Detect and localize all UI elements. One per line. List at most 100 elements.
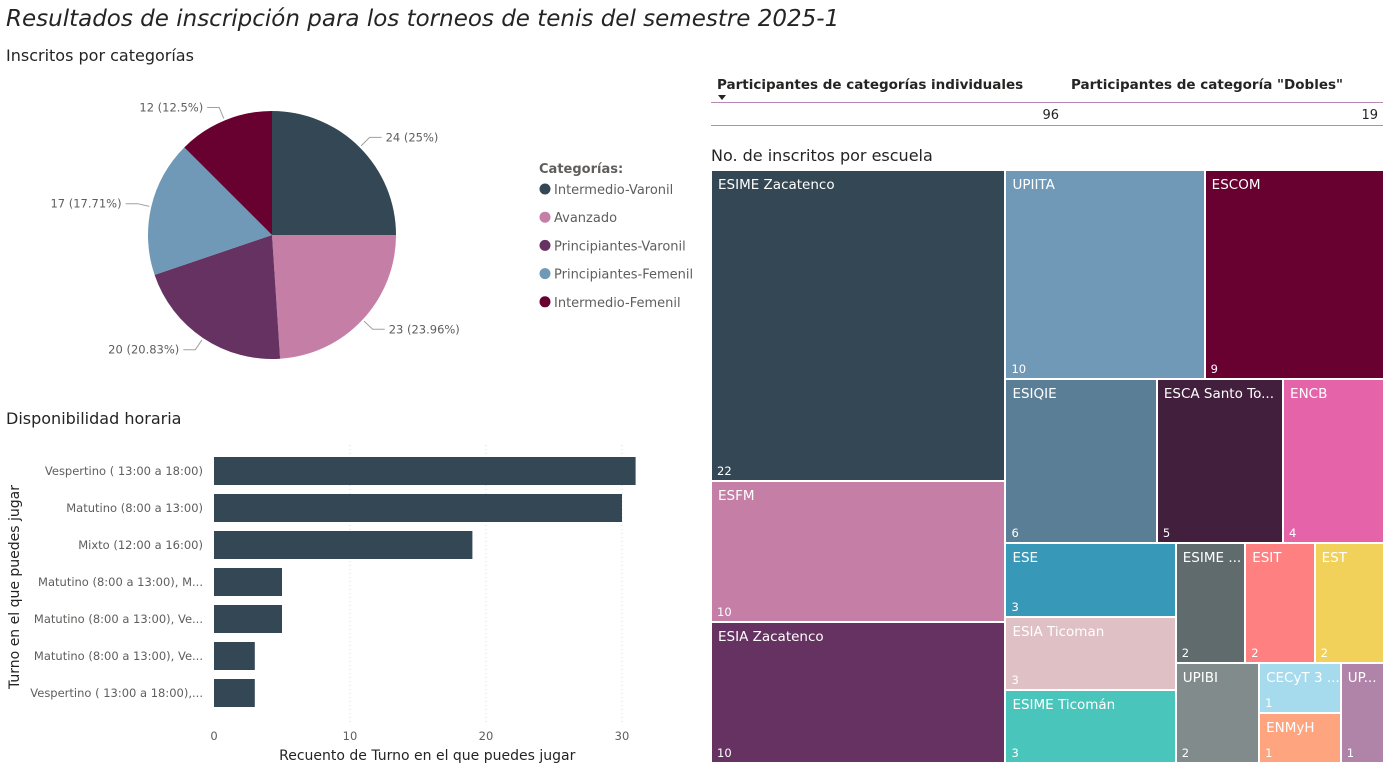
- bar-5[interactable]: [214, 605, 282, 633]
- pie-chart: 24 (25%) 23 (23.96%) 20 (20.83%) 17 (17.71%…: [50, 101, 693, 359]
- treemap-cell-value: 5: [1162, 526, 1171, 541]
- bar-category-label: Matutino (8:00 a 13:00): [66, 501, 203, 515]
- bar-x-axis-label: Recuento de Turno en el que puedes jugar: [279, 748, 575, 764]
- treemap-cell-value: 3: [1011, 672, 1019, 687]
- bar-chart: Vespertino ( 13:00 a 18:00) Matutino (8:0…: [7, 445, 636, 764]
- pie-slice-2[interactable]: [272, 235, 396, 359]
- treemap-cell[interactable]: ENCB 4: [1283, 378, 1384, 544]
- treemap-cell-value: 4: [1289, 526, 1297, 541]
- bar-category-label: Matutino (8:00 a 13:00), Ve...: [34, 649, 203, 663]
- pie-slice-4[interactable]: [147, 147, 272, 275]
- treemap-cell-label: ESIME Zacatenco: [718, 177, 835, 193]
- pie-leader-line: [207, 107, 225, 119]
- treemap-cell[interactable]: ESIME Ticomán 3: [1005, 689, 1176, 763]
- bar-1[interactable]: [214, 457, 636, 485]
- treemap-title: No. de inscritos por escuela: [711, 146, 933, 165]
- bar-category-label: Mixto (12:00 a 16:00): [78, 538, 203, 552]
- table-bottom-divider: [711, 125, 1383, 126]
- pie-chart-title: Inscritos por categorías: [6, 46, 194, 65]
- treemap-cell-label: ESE: [1012, 550, 1039, 567]
- treemap-cell[interactable]: ESIA Zacatenco 10: [711, 621, 1006, 763]
- dobles-participants-value: 19: [1361, 108, 1378, 123]
- treemap-cell[interactable]: ESIME Zacatenco 22: [711, 170, 1006, 481]
- treemap-cell-value: 22: [717, 463, 732, 478]
- treemap-cell[interactable]: ESFM 10: [711, 480, 1006, 622]
- treemap-cell[interactable]: ENMyH 1: [1259, 713, 1341, 763]
- treemap-cell-value: 3: [1011, 599, 1019, 614]
- bar-category-label: Vespertino ( 13:00 a 18:00),...: [30, 686, 203, 700]
- treemap-cell-label: UPIBI: [1182, 670, 1219, 687]
- pie-data-label: 24 (25%): [386, 130, 439, 144]
- bar-category-label: Matutino (8:00 a 13:00), Ve...: [34, 612, 203, 626]
- bar-x-tick-label: 30: [615, 729, 630, 743]
- treemap-cell[interactable]: EST 2: [1314, 543, 1384, 664]
- pie-legend-item[interactable]: Principiantes-Femenil: [554, 268, 693, 283]
- bar-6[interactable]: [214, 642, 255, 670]
- pie-legend-item[interactable]: Avanzado: [554, 211, 617, 226]
- treemap-cell-label: ESCA Santo To...: [1163, 385, 1275, 402]
- pie-leader-line: [125, 203, 150, 207]
- bar-3[interactable]: [214, 531, 473, 559]
- treemap-cell-value: 10: [1011, 361, 1027, 376]
- bar-2[interactable]: [214, 494, 622, 522]
- pie-slice-5[interactable]: [184, 111, 272, 235]
- treemap-cell-value: 3: [1011, 745, 1019, 760]
- table-divider: [711, 102, 1383, 103]
- treemap-cell-label: ENMyH: [1266, 720, 1315, 737]
- treemap-cell-value: 1: [1265, 745, 1273, 760]
- treemap-cell[interactable]: ESIA Ticoman 3: [1005, 616, 1176, 690]
- treemap-chart: ESIME Zacatenco 22 UPIITA 10 ESCOM 9 ESFM 10 ESI…: [711, 170, 1384, 763]
- treemap-cell-value: 10: [717, 604, 732, 619]
- pie-leader-line: [183, 339, 203, 351]
- treemap-cell-label: UPIITA: [1012, 177, 1055, 193]
- individual-participants-header[interactable]: Participantes de categorías individuales: [717, 77, 1024, 93]
- treemap-cell-value: 2: [1181, 646, 1190, 661]
- pie-data-label: 17 (17.71%): [50, 197, 121, 211]
- pie-legend-item[interactable]: Intermedio-Femenil: [554, 296, 681, 311]
- pie-leader-line: [360, 136, 382, 147]
- bar-category-label: Matutino (8:00 a 13:00), M...: [38, 575, 203, 589]
- sort-descending-icon[interactable]: [718, 95, 726, 100]
- pie-legend-marker: [539, 239, 551, 251]
- treemap-cell-value: 2: [1181, 745, 1190, 760]
- bar-4[interactable]: [214, 568, 282, 596]
- report-title: Resultados de inscripción para los torne…: [6, 6, 840, 32]
- treemap-cell-value: 10: [717, 745, 732, 760]
- treemap-cell-value: 2: [1320, 646, 1328, 661]
- treemap-cell-value: 1: [1265, 696, 1273, 711]
- treemap-cell-value: 6: [1011, 526, 1019, 541]
- pie-leader-line: [363, 320, 385, 330]
- treemap-cell-value: 2: [1251, 646, 1259, 661]
- pie-legend-title: Categorías:: [539, 162, 623, 177]
- treemap-cell[interactable]: ESIQIE 6: [1005, 378, 1157, 544]
- treemap-cell[interactable]: ESCA Santo To... 5: [1156, 378, 1284, 544]
- treemap-cell-label: ESIT: [1252, 550, 1282, 567]
- treemap-cell[interactable]: ESIT 2: [1245, 543, 1315, 664]
- pie-slice-1[interactable]: [272, 111, 396, 235]
- pie-data-label: 20 (20.83%): [108, 343, 179, 357]
- treemap-cell-label: ESCOM: [1211, 177, 1261, 193]
- bar-7[interactable]: [214, 679, 255, 707]
- treemap-cell-label: UP...: [1347, 670, 1377, 687]
- treemap-cell[interactable]: ESE 3: [1005, 543, 1176, 617]
- pie-legend-marker: [539, 268, 551, 280]
- individual-participants-value: 96: [1042, 108, 1059, 123]
- treemap-cell-label: ESIA Ticoman: [1012, 623, 1105, 640]
- treemap-cell-label: ESIME ...: [1182, 550, 1242, 567]
- treemap-cell[interactable]: UPIITA 10: [1005, 170, 1205, 379]
- treemap-cell-label: EST: [1321, 550, 1347, 567]
- treemap-cell[interactable]: ESCOM 9: [1204, 170, 1384, 379]
- treemap-cell-value: 1: [1346, 745, 1355, 760]
- pie-legend-item[interactable]: Principiantes-Varonil: [554, 239, 686, 254]
- treemap-cell[interactable]: UP... 1: [1340, 663, 1384, 763]
- treemap-cell[interactable]: CECyT 3 ... 1: [1259, 663, 1341, 714]
- pie-slice-3[interactable]: [154, 235, 281, 359]
- bar-x-tick-label: 20: [479, 729, 494, 743]
- pie-legend-item[interactable]: Intermedio-Varonil: [554, 183, 673, 198]
- bar-x-tick-label: 10: [343, 729, 358, 743]
- treemap-cell[interactable]: UPIBI 2: [1175, 663, 1260, 763]
- dobles-participants-header[interactable]: Participantes de categoría "Dobles": [1071, 77, 1344, 93]
- pie-legend-marker: [539, 211, 551, 223]
- treemap-cell-label: ESIA Zacatenco: [718, 628, 824, 645]
- treemap-cell[interactable]: ESIME ... 2: [1175, 543, 1246, 664]
